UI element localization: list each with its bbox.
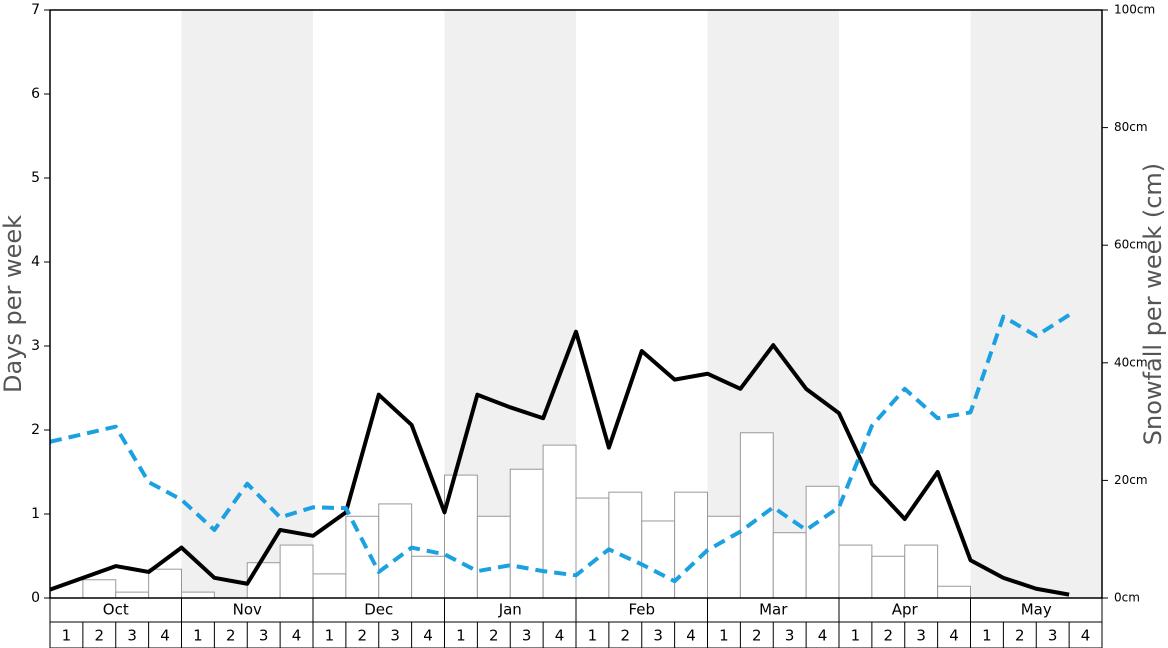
month-label: Apr: [892, 601, 919, 619]
bar: [246, 562, 281, 599]
bar: [739, 432, 774, 599]
bar: [674, 491, 708, 599]
dashed-line: [49, 313, 1071, 584]
week-label: 2: [226, 627, 236, 645]
y2-tick-label: 0cm: [1114, 591, 1140, 605]
bar: [904, 544, 939, 599]
bar: [641, 520, 676, 599]
bar: [279, 544, 314, 599]
week-label: 4: [1081, 627, 1091, 645]
week-label: 4: [686, 627, 696, 645]
bar: [937, 585, 971, 599]
week-label: 1: [851, 627, 861, 645]
bar: [509, 468, 544, 599]
solid-line: [49, 329, 1070, 597]
week-label: 3: [522, 627, 532, 645]
background: [181, 10, 1102, 598]
month-label: Oct: [103, 601, 129, 619]
week-label: 3: [653, 627, 663, 645]
month-label: Jan: [498, 601, 522, 619]
y-axis-title: Days per week: [0, 215, 27, 393]
week-label: 3: [916, 627, 926, 645]
bar: [772, 532, 807, 599]
y-tick-label: 3: [31, 338, 40, 354]
month-shade: [181, 10, 313, 598]
week-label: 3: [785, 627, 795, 645]
bar: [608, 491, 643, 599]
week-label: 1: [982, 627, 992, 645]
bar: [707, 515, 741, 599]
bar: [181, 591, 215, 599]
y-tick-label: 6: [31, 86, 40, 102]
y2-tick-label: 60cm: [1114, 238, 1148, 252]
week-label: 2: [489, 627, 499, 645]
month-label: Feb: [628, 601, 655, 619]
bar: [871, 555, 906, 599]
y2-tick-label: 100cm: [1114, 3, 1155, 17]
y-tick-label: 5: [31, 170, 40, 186]
y2-tick-label: 20cm: [1114, 473, 1148, 487]
bar: [345, 515, 380, 599]
week-label: 4: [160, 627, 170, 645]
week-label: 4: [818, 627, 828, 645]
week-label: 1: [62, 627, 72, 645]
week-label: 4: [949, 627, 959, 645]
week-label: 2: [621, 627, 631, 645]
week-label: 2: [884, 627, 894, 645]
week-label: 1: [588, 627, 598, 645]
bar: [378, 503, 413, 599]
week-label: 1: [719, 627, 729, 645]
week-label: 4: [292, 627, 302, 645]
y2-tick-label: 80cm: [1114, 120, 1148, 134]
bar: [312, 573, 347, 599]
week-label: 2: [358, 627, 368, 645]
bar: [575, 497, 610, 599]
y2-axis-title: Snowfall per week (cm): [1139, 163, 1167, 445]
week-label: 3: [259, 627, 269, 645]
week-label: 3: [1048, 627, 1058, 645]
week-label: 1: [456, 627, 466, 645]
bar: [148, 568, 182, 599]
week-label: 3: [127, 627, 137, 645]
week-label: 1: [193, 627, 203, 645]
week-label: 4: [555, 627, 565, 645]
week-label: 3: [390, 627, 400, 645]
week-label: 1: [325, 627, 335, 645]
month-label: Mar: [759, 601, 788, 619]
bar: [476, 515, 511, 599]
y-tick-label: 2: [31, 422, 40, 438]
bar: [82, 579, 117, 599]
bar: [115, 591, 150, 599]
y-tick-label: 7: [31, 2, 40, 18]
week-label: 2: [752, 627, 762, 645]
bar: [805, 485, 840, 599]
y-tick-label: 4: [31, 254, 40, 270]
bar: [838, 544, 873, 599]
month-label: Dec: [364, 601, 393, 619]
week-label: 2: [1015, 627, 1025, 645]
week-label: 2: [95, 627, 105, 645]
y2-tick-label: 40cm: [1114, 355, 1148, 369]
month-label: May: [1021, 601, 1052, 619]
month-shade: [970, 10, 1102, 598]
y-tick-label: 1: [31, 506, 40, 522]
week-label: 4: [423, 627, 433, 645]
y-tick-label: 0: [31, 590, 40, 606]
bar: [411, 555, 445, 599]
month-label: Nov: [233, 601, 262, 619]
